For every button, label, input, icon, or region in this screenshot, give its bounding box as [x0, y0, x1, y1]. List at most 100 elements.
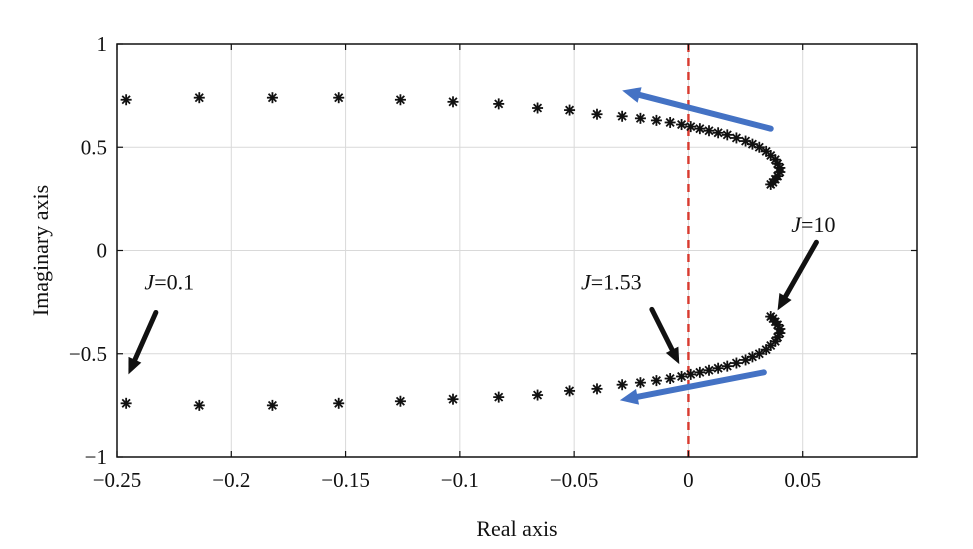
pole-marker-stroke [761, 146, 771, 156]
locus-direction-arrow [634, 369, 767, 400]
pole-marker-stroke [448, 97, 458, 107]
x-tick-label: −0.25 [93, 468, 142, 492]
pole-marker [703, 125, 715, 137]
pole-marker [333, 92, 345, 104]
pole-marker-stroke [677, 371, 687, 382]
y-axis-label: Imaginary axis [28, 185, 53, 316]
pole-marker-stroke [334, 93, 344, 103]
annotation-label: J=1.53 [581, 270, 642, 295]
annotation-arrow [649, 306, 675, 353]
pole-marker-stroke [731, 358, 741, 368]
pole-marker-stroke [773, 159, 783, 169]
pole-marker [447, 96, 459, 108]
pole-marker [676, 119, 688, 131]
pole-marker-stroke [722, 361, 732, 371]
annotation-value: =0.1 [154, 270, 194, 295]
pole-marker-stroke [704, 365, 714, 375]
pole-marker-stroke [194, 93, 204, 103]
pole-marker-stroke [635, 113, 645, 123]
pole-marker-stroke [665, 117, 675, 128]
pole-marker [193, 399, 205, 411]
pole-marker-stroke [704, 126, 714, 136]
pole-marker [616, 110, 628, 122]
grid-lines [116, 43, 917, 458]
pole-marker [774, 323, 786, 335]
pole-marker [694, 366, 706, 378]
pole-marker-stroke [695, 367, 705, 377]
pole-marker-stroke [533, 103, 543, 113]
pole-marker-stroke [592, 109, 602, 119]
pole-marker-stroke [651, 115, 661, 125]
locus-direction-arrowhead [619, 388, 640, 405]
pole-marker [694, 123, 706, 135]
pole-marker [774, 166, 786, 178]
annotation-variable: J [581, 270, 592, 295]
pole-marker-stroke [770, 155, 780, 165]
pole-marker-stroke [731, 133, 741, 143]
pole-marker-stroke [651, 376, 661, 386]
pole-marker-stroke [766, 312, 776, 322]
pole-marker-stroke [713, 363, 723, 373]
pole-marker-stroke [592, 384, 602, 394]
locus-direction-arrow [636, 91, 774, 132]
pole-marker-stroke [722, 130, 732, 140]
pole-marker-stroke [665, 373, 675, 384]
pole-marker [634, 377, 646, 389]
pole-marker [650, 375, 662, 387]
direction-arrows [619, 87, 774, 405]
pole-marker-stroke [766, 179, 776, 189]
annotation-arrowhead [665, 346, 680, 365]
annotation-arrow [132, 309, 159, 363]
pole-marker-stroke [267, 400, 277, 410]
locus-direction-arrowhead [622, 87, 642, 103]
x-tick-label: −0.2 [212, 468, 250, 492]
annotation-label: J=10 [791, 212, 835, 237]
pole-marker-stroke [754, 349, 764, 359]
x-tick-label: −0.05 [550, 468, 599, 492]
pole-marker-stroke [121, 95, 131, 105]
y-tick-labels: 1 0.5 0 −0.5 −1 [69, 32, 917, 469]
pole-marker-stroke [686, 122, 696, 132]
pole-marker-stroke [121, 398, 131, 408]
pole-marker-stroke [565, 105, 575, 115]
pole-marker-stroke [617, 111, 627, 121]
y-tick-label: 0.5 [81, 135, 107, 159]
pole-marker [591, 108, 603, 120]
pole-marker [266, 92, 278, 104]
x-tick-label: 0 [683, 468, 694, 492]
pole-marker [634, 112, 646, 124]
pole-marker [676, 370, 688, 382]
pole-marker [591, 383, 603, 395]
pole-marker-stroke [775, 324, 785, 334]
pole-marker [664, 116, 676, 128]
pole-marker-stroke [686, 369, 696, 379]
y-tick-label: 1 [97, 32, 108, 56]
annotations: J=0.1 J=1.53J=10 [128, 212, 835, 375]
pole-marker [532, 102, 544, 114]
pole-marker [664, 373, 676, 385]
pole-marker [765, 178, 777, 190]
pole-marker-stroke [747, 139, 757, 149]
pole-marker [120, 397, 132, 409]
pole-marker-stroke [695, 124, 705, 134]
pole-marker [650, 114, 662, 126]
annotation-value: =1.53 [591, 270, 642, 295]
annotation-arrowhead [128, 356, 142, 375]
pole-marker [564, 385, 576, 397]
pole-marker [721, 360, 733, 372]
pole-marker [493, 391, 505, 403]
annotation-variable: J [144, 270, 155, 295]
pole-marker [266, 399, 278, 411]
pole-marker [712, 127, 724, 139]
annotation-variable: J [791, 212, 802, 237]
pole-marker [730, 357, 742, 369]
pole-marker [564, 104, 576, 116]
pole-marker [765, 311, 777, 323]
y-tick-label: −1 [85, 445, 107, 469]
pole-marker-stroke [395, 95, 405, 105]
pole-marker-stroke [494, 99, 504, 109]
pole-marker [120, 94, 132, 106]
pole-marker-stroke [754, 142, 764, 152]
pole-marker-stroke [194, 400, 204, 410]
